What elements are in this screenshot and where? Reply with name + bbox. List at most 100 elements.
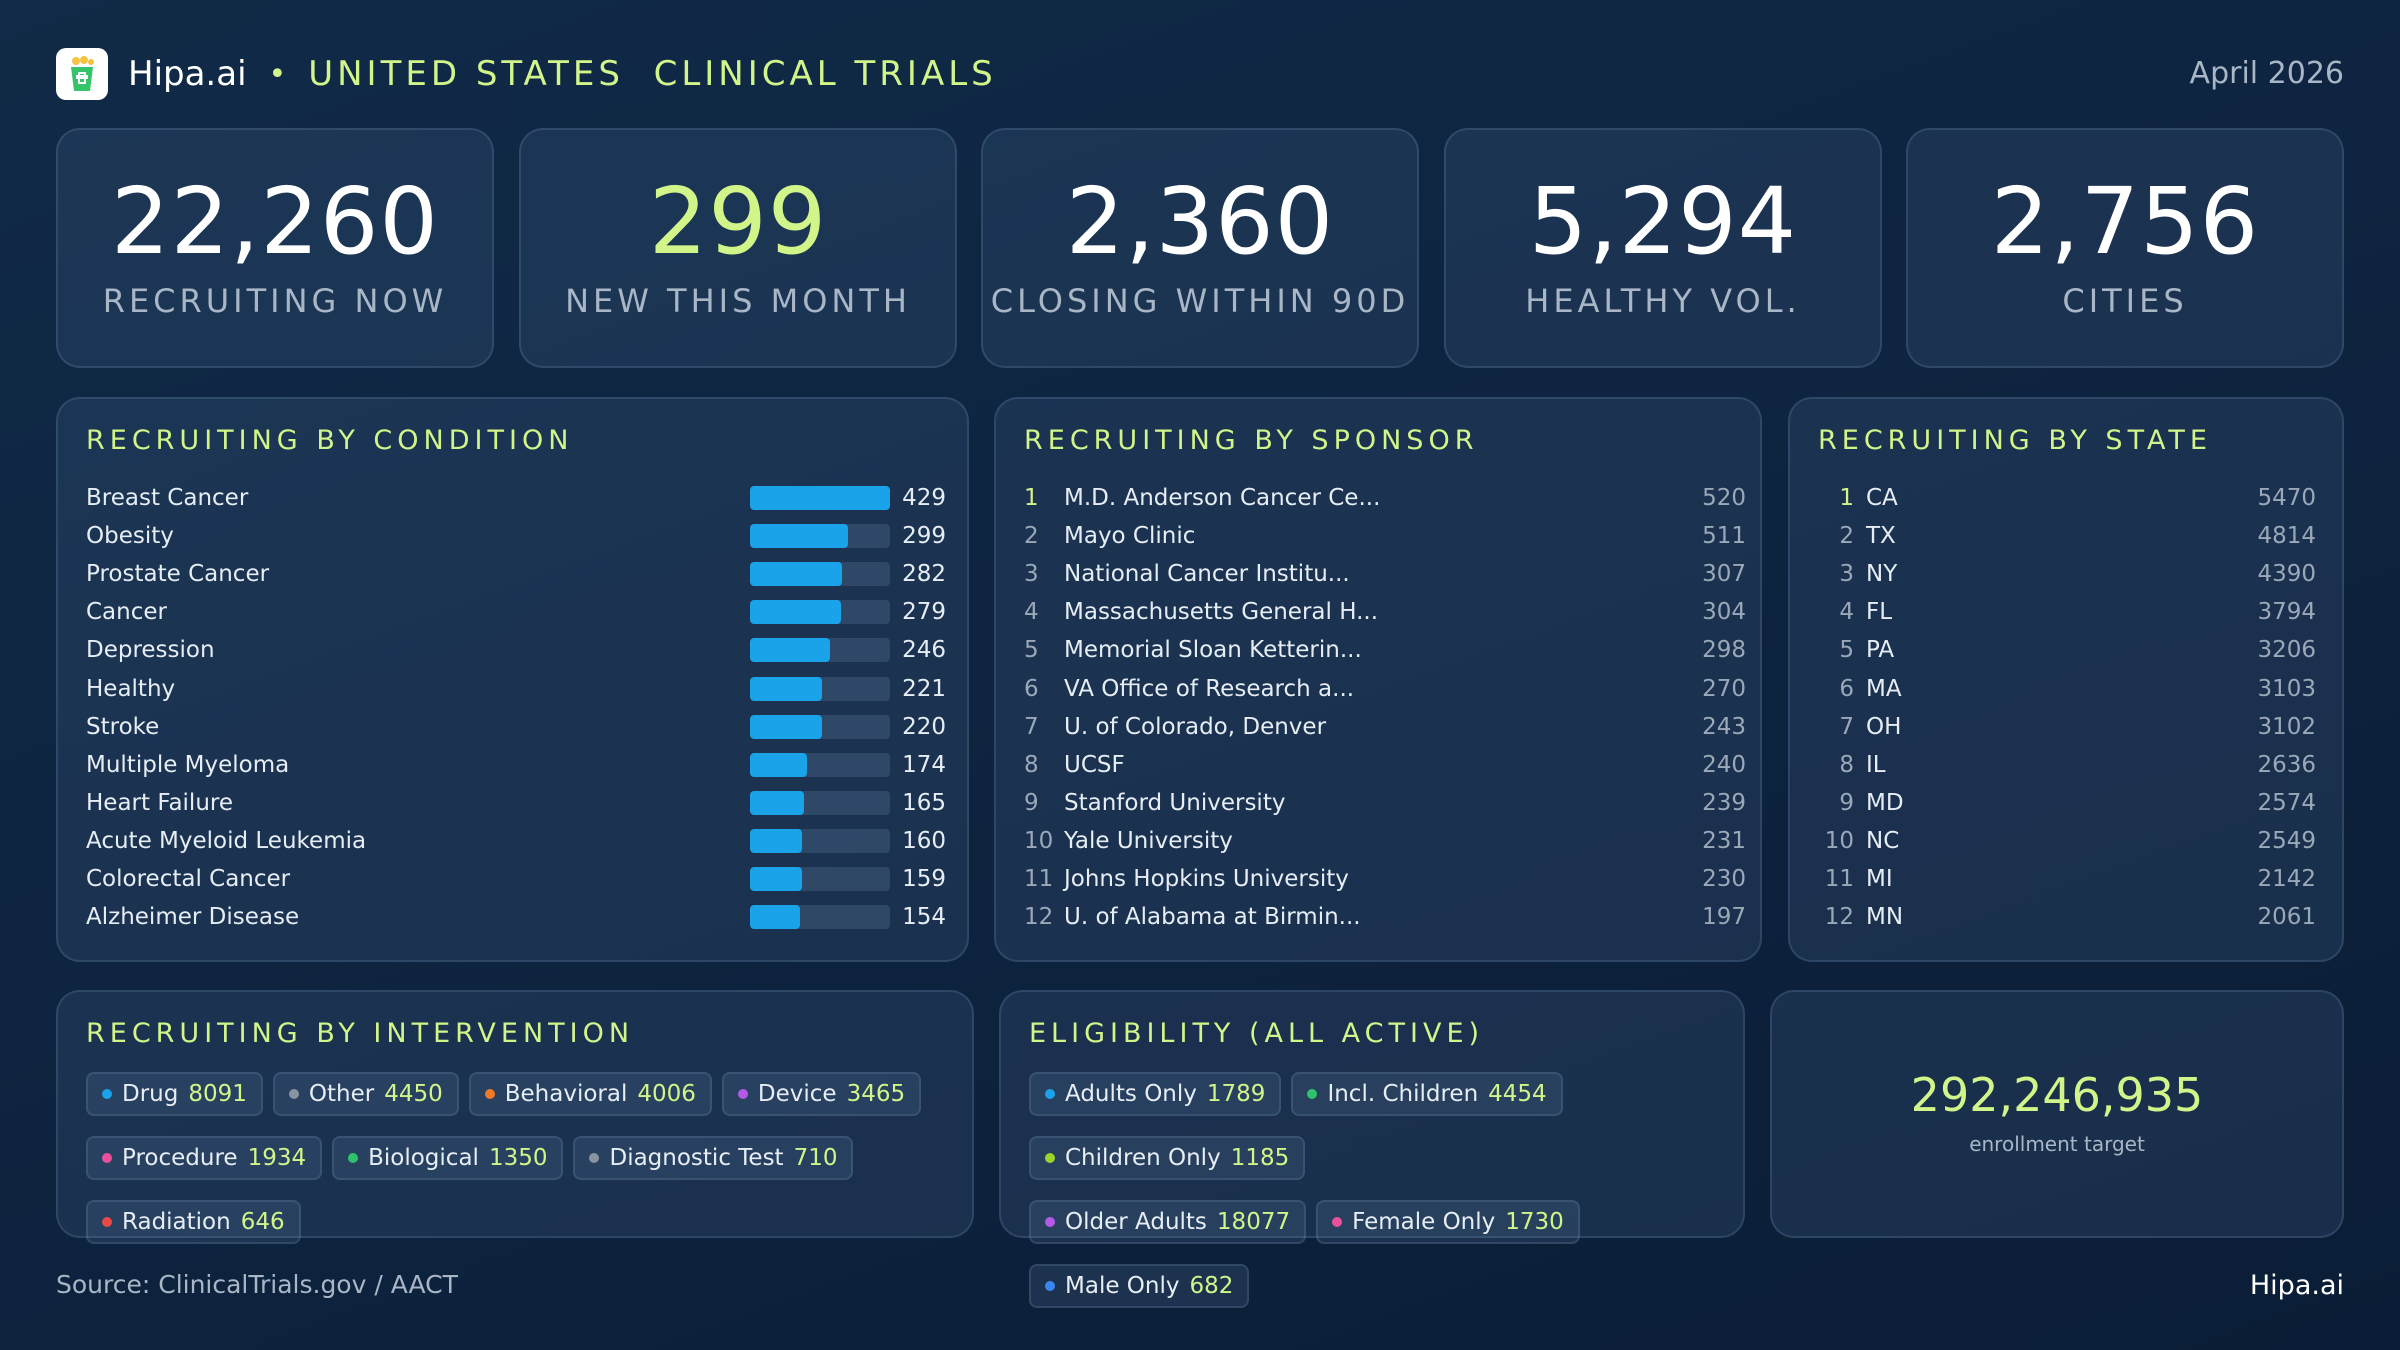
condition-bar-track bbox=[750, 866, 890, 891]
bullet-dot-icon bbox=[1332, 1217, 1343, 1227]
sponsor-name: Yale University bbox=[1064, 827, 1233, 854]
sponsor-name: Mayo Clinic bbox=[1064, 523, 1196, 550]
page-title: UNITED STATES CLINICAL TRIALS bbox=[308, 54, 997, 94]
kpi-value: 299 bbox=[648, 168, 828, 275]
condition-bar bbox=[750, 676, 823, 701]
sponsor-name: M.D. Anderson Cancer Ce... bbox=[1064, 485, 1381, 512]
rank-number: 5 bbox=[1024, 637, 1039, 664]
intervention-chip[interactable]: Procedure 1934 bbox=[86, 1136, 323, 1180]
kpi-value: 22,260 bbox=[111, 168, 439, 275]
intervention-chip[interactable]: Drug 8091 bbox=[86, 1072, 263, 1116]
rank-number: 1 bbox=[1024, 485, 1039, 512]
rank-number: 7 bbox=[1024, 713, 1039, 740]
condition-row: Cancer 279 bbox=[86, 593, 958, 631]
state-value: 4814 bbox=[2257, 523, 2316, 550]
kpi-value: 2,360 bbox=[1065, 168, 1335, 275]
kpi-label: RECRUITING NOW bbox=[102, 282, 448, 320]
app-logo[interactable] bbox=[56, 48, 108, 100]
eligibility-chip-list: Adults Only 1789 Incl. Children 4454 Childre… bbox=[1029, 1072, 1589, 1318]
condition-bar-track bbox=[750, 562, 890, 587]
bullet-dot-icon bbox=[102, 1089, 112, 1099]
condition-bar-track bbox=[750, 524, 890, 549]
chip-count: 4454 bbox=[1488, 1081, 1547, 1107]
eligibility-chip[interactable]: Adults Only 1789 bbox=[1029, 1072, 1282, 1116]
intervention-chip[interactable]: Radiation 646 bbox=[86, 1200, 301, 1244]
condition-value: 154 bbox=[902, 904, 946, 931]
sponsor-name: Memorial Sloan Ketterin... bbox=[1064, 637, 1362, 664]
sponsor-panel: RECRUITING BY SPONSOR 1 M.D. Anderson Can… bbox=[994, 397, 1762, 962]
intervention-chip[interactable]: Diagnostic Test 710 bbox=[573, 1136, 854, 1180]
title-separator: • bbox=[268, 56, 287, 92]
chip-count: 3465 bbox=[846, 1081, 906, 1107]
condition-value: 246 bbox=[902, 637, 946, 664]
kpi-healthy-volunteers: 5,294 HEALTHY VOL. bbox=[1444, 128, 1882, 368]
condition-bar bbox=[750, 486, 890, 511]
chip-count: 1789 bbox=[1206, 1081, 1266, 1107]
condition-bar-track bbox=[750, 828, 890, 853]
sponsor-value: 307 bbox=[1702, 561, 1746, 588]
rank-number: 5 bbox=[1839, 637, 1854, 664]
kpi-label: CITIES bbox=[2062, 282, 2188, 320]
state-name: NC bbox=[1866, 827, 1900, 854]
condition-value: 174 bbox=[902, 751, 946, 778]
condition-value: 220 bbox=[902, 713, 946, 740]
condition-value: 165 bbox=[902, 789, 946, 816]
state-row: 10 NC 2549 bbox=[1818, 822, 2316, 860]
rank-number: 2 bbox=[1839, 523, 1854, 550]
sponsor-value: 243 bbox=[1702, 713, 1746, 740]
eligibility-chip[interactable]: Female Only 1730 bbox=[1316, 1200, 1580, 1244]
condition-row: Heart Failure 165 bbox=[86, 784, 958, 822]
intervention-chip[interactable]: Behavioral 4006 bbox=[468, 1072, 712, 1116]
bullet-dot-icon bbox=[484, 1089, 495, 1099]
enrollment-value: 292,246,935 bbox=[1910, 1068, 2204, 1122]
state-value: 2549 bbox=[2257, 827, 2316, 854]
eligibility-chip[interactable]: Older Adults 18077 bbox=[1029, 1200, 1307, 1244]
state-name: MI bbox=[1866, 865, 1893, 892]
eligibility-chip[interactable]: Male Only 682 bbox=[1029, 1264, 1250, 1308]
bullet-dot-icon bbox=[348, 1153, 359, 1163]
sponsor-name: Johns Hopkins University bbox=[1064, 865, 1349, 892]
eligibility-chip[interactable]: Incl. Children 4454 bbox=[1291, 1072, 1563, 1116]
state-value: 3794 bbox=[2257, 599, 2316, 626]
rank-number: 10 bbox=[1824, 827, 1854, 854]
chip-count: 18077 bbox=[1216, 1209, 1291, 1235]
bullet-dot-icon bbox=[102, 1217, 112, 1227]
intervention-chip[interactable]: Biological 1350 bbox=[332, 1136, 564, 1180]
brand-name: Hipa.ai bbox=[128, 54, 247, 94]
rank-number: 9 bbox=[1839, 789, 1854, 816]
state-name: OH bbox=[1866, 713, 1902, 740]
intervention-chip[interactable]: Other 4450 bbox=[272, 1072, 459, 1116]
footer-brand: Hipa.ai bbox=[2249, 1270, 2344, 1301]
chip-count: 1185 bbox=[1230, 1145, 1290, 1171]
state-value: 2061 bbox=[2257, 904, 2316, 931]
sponsor-name: U. of Alabama at Birmin... bbox=[1064, 904, 1361, 931]
sponsor-row: 11 Johns Hopkins University 230 bbox=[1024, 860, 1746, 898]
rank-number: 1 bbox=[1839, 485, 1854, 512]
sponsor-value: 231 bbox=[1702, 827, 1746, 854]
intervention-chip[interactable]: Device 3465 bbox=[721, 1072, 922, 1116]
report-date: April 2026 bbox=[2189, 56, 2344, 91]
condition-name: Healthy bbox=[86, 675, 176, 702]
rank-number: 11 bbox=[1824, 865, 1854, 892]
state-value: 2142 bbox=[2257, 865, 2316, 892]
chip-count: 1730 bbox=[1505, 1209, 1564, 1235]
condition-name: Depression bbox=[86, 637, 215, 664]
eligibility-chip[interactable]: Children Only 1185 bbox=[1029, 1136, 1306, 1180]
condition-name: Cancer bbox=[86, 599, 167, 626]
bullet-dot-icon bbox=[589, 1153, 600, 1163]
state-value: 2636 bbox=[2257, 751, 2316, 778]
sponsor-row: 5 Memorial Sloan Ketterin... 298 bbox=[1024, 631, 1746, 669]
state-row: 1 CA 5470 bbox=[1818, 479, 2316, 517]
chip-count: 4006 bbox=[637, 1081, 696, 1107]
kpi-label: NEW THIS MONTH bbox=[565, 282, 911, 320]
state-value: 5470 bbox=[2257, 485, 2316, 512]
chip-count: 710 bbox=[793, 1145, 838, 1171]
condition-value: 279 bbox=[902, 599, 946, 626]
condition-value: 221 bbox=[902, 675, 946, 702]
sponsor-name: UCSF bbox=[1064, 751, 1125, 778]
bullet-dot-icon bbox=[1045, 1089, 1055, 1099]
chip-count: 1934 bbox=[247, 1145, 307, 1171]
state-value: 3102 bbox=[2257, 713, 2316, 740]
condition-row: Healthy 221 bbox=[86, 669, 958, 707]
bullet-dot-icon bbox=[288, 1089, 299, 1099]
